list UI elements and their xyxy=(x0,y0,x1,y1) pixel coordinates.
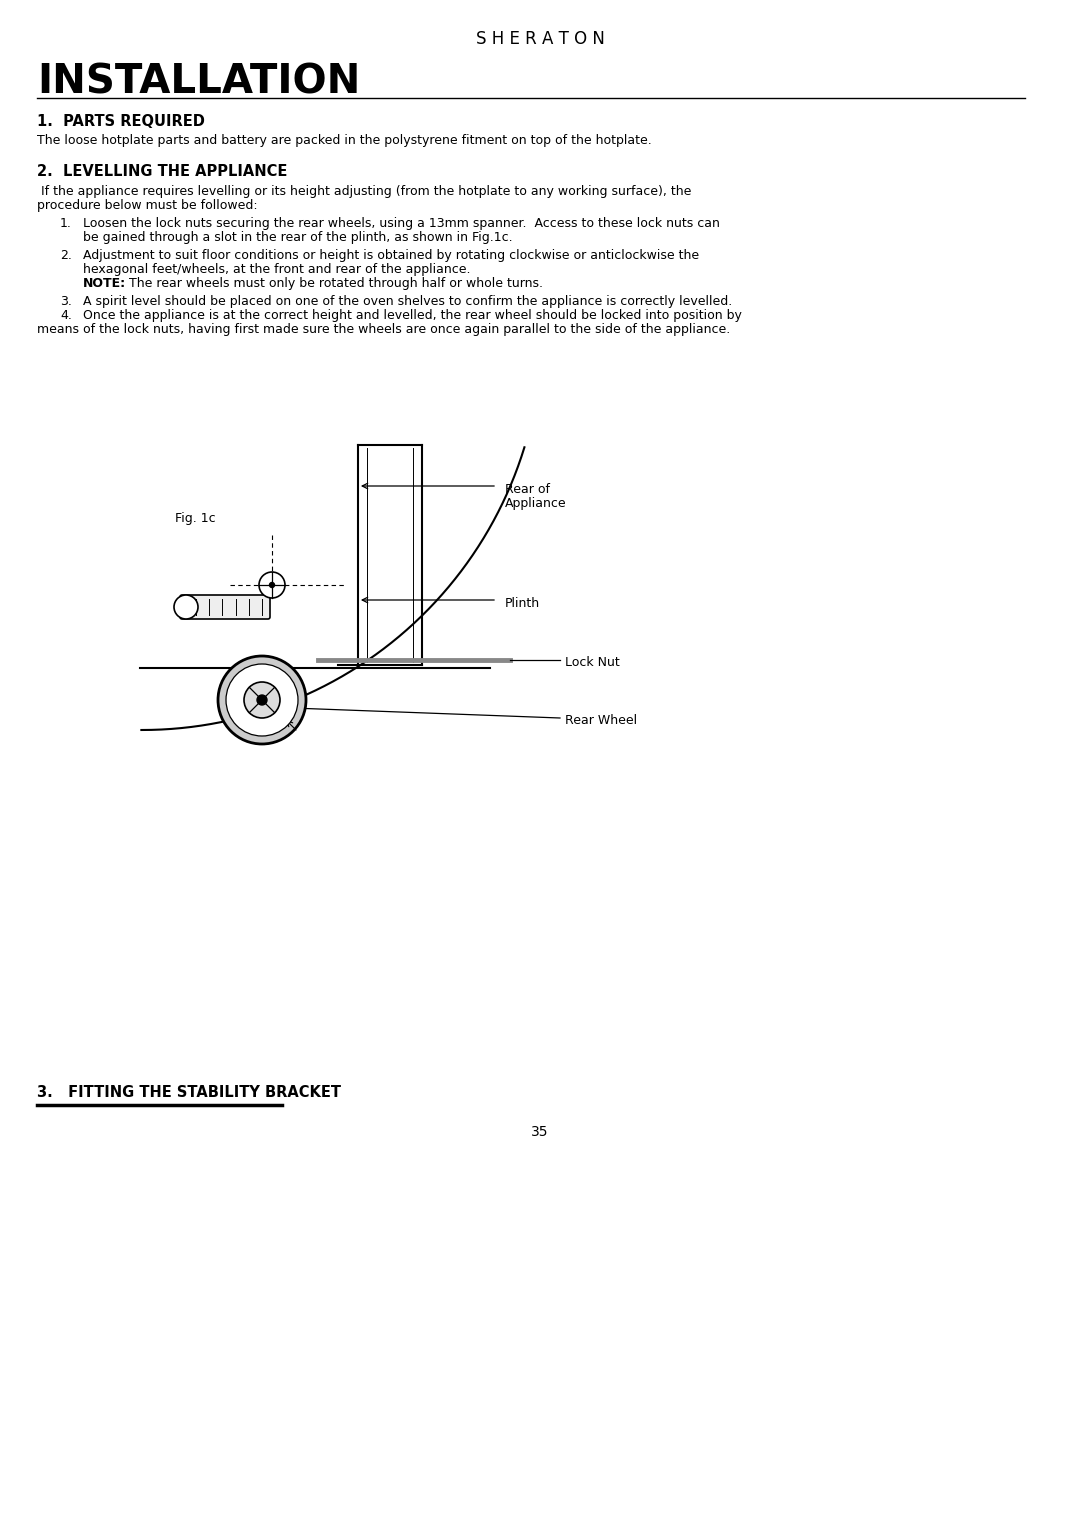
Text: Plinth: Plinth xyxy=(505,597,540,610)
Text: 35: 35 xyxy=(531,1125,549,1138)
Text: 4.: 4. xyxy=(60,309,72,322)
Text: 3.: 3. xyxy=(60,295,72,309)
Text: 2.  LEVELLING THE APPLIANCE: 2. LEVELLING THE APPLIANCE xyxy=(37,163,287,179)
Circle shape xyxy=(218,656,306,744)
Text: procedure below must be followed:: procedure below must be followed: xyxy=(37,199,258,212)
Text: S H E R A T O N: S H E R A T O N xyxy=(475,31,605,47)
Circle shape xyxy=(259,571,285,597)
Text: NOTE:: NOTE: xyxy=(83,277,126,290)
Text: hexagonal feet/wheels, at the front and rear of the appliance.: hexagonal feet/wheels, at the front and … xyxy=(83,263,471,277)
Circle shape xyxy=(244,681,280,718)
Circle shape xyxy=(174,594,198,619)
Text: A spirit level should be placed on one of the oven shelves to confirm the applia: A spirit level should be placed on one o… xyxy=(83,295,732,309)
Text: Rear Wheel: Rear Wheel xyxy=(565,714,637,727)
Text: 3.   FITTING THE STABILITY BRACKET: 3. FITTING THE STABILITY BRACKET xyxy=(37,1085,341,1100)
Text: Rear of: Rear of xyxy=(505,483,550,497)
Text: The loose hotplate parts and battery are packed in the polystyrene fitment on to: The loose hotplate parts and battery are… xyxy=(37,134,651,147)
Text: be gained through a slot in the rear of the plinth, as shown in Fig.1c.: be gained through a slot in the rear of … xyxy=(83,231,513,244)
Circle shape xyxy=(270,582,274,587)
Text: Appliance: Appliance xyxy=(505,497,567,510)
FancyBboxPatch shape xyxy=(180,594,270,619)
Circle shape xyxy=(226,665,298,736)
Text: The rear wheels must only be rotated through half or whole turns.: The rear wheels must only be rotated thr… xyxy=(121,277,543,290)
Text: INSTALLATION: INSTALLATION xyxy=(37,63,361,102)
Text: 1.: 1. xyxy=(60,217,72,231)
Text: Fig. 1c: Fig. 1c xyxy=(175,512,216,526)
Text: 1.  PARTS REQUIRED: 1. PARTS REQUIRED xyxy=(37,115,205,128)
Text: If the appliance requires levelling or its height adjusting (from the hotplate t: If the appliance requires levelling or i… xyxy=(37,185,691,199)
Text: Adjustment to suit floor conditions or height is obtained by rotating clockwise : Adjustment to suit floor conditions or h… xyxy=(83,249,699,261)
Text: means of the lock nuts, having first made sure the wheels are once again paralle: means of the lock nuts, having first mad… xyxy=(37,322,730,336)
Text: Once the appliance is at the correct height and levelled, the rear wheel should : Once the appliance is at the correct hei… xyxy=(83,309,742,322)
Text: Lock Nut: Lock Nut xyxy=(565,656,620,669)
Text: 2.: 2. xyxy=(60,249,72,261)
Circle shape xyxy=(257,695,267,704)
Text: Loosen the lock nuts securing the rear wheels, using a 13mm spanner.  Access to : Loosen the lock nuts securing the rear w… xyxy=(83,217,720,231)
